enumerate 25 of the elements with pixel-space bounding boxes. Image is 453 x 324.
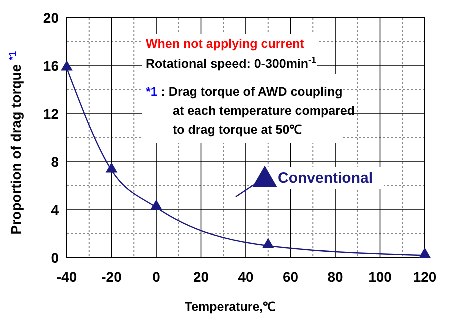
y-tick-label: 0 <box>51 250 60 266</box>
x-tick-label: 0 <box>152 269 161 285</box>
y-tick-label: 16 <box>43 58 60 74</box>
point <box>106 162 118 173</box>
y-tick-label: 8 <box>51 154 60 170</box>
point <box>61 60 73 71</box>
x-tick-label: -20 <box>102 269 122 285</box>
x-tick-label: 20 <box>193 269 210 285</box>
point <box>150 200 162 210</box>
y-tick-label: 4 <box>51 202 60 218</box>
x-tick-label: -40 <box>56 269 78 285</box>
annotation: When not applying current <box>146 37 306 51</box>
y-tick-label: 20 <box>43 10 60 26</box>
point <box>419 248 431 258</box>
x-tick-label: 120 <box>413 269 437 285</box>
annotation: Rotational speed: 0-300min$^{-1}$ <box>146 55 316 71</box>
x-tick-label: 100 <box>368 269 392 285</box>
annotation: *1 : Drag torque of AWD coupling at each temperature compared to drag torque at 50℃ <box>146 85 356 137</box>
legend-label: Conventional <box>278 170 374 187</box>
x-axis-title: Temperature,℃ <box>184 300 276 314</box>
point <box>262 238 274 248</box>
x-tick-label: 80 <box>328 269 344 285</box>
y-tick-label: 12 <box>43 106 60 122</box>
x-tick-label: 40 <box>238 269 254 285</box>
x-tick-label: 60 <box>282 269 299 285</box>
